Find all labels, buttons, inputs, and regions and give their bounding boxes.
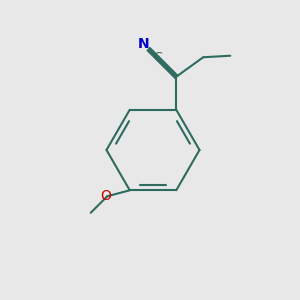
Text: N: N [138, 37, 149, 51]
Text: C: C [153, 50, 162, 64]
Text: O: O [100, 189, 111, 203]
